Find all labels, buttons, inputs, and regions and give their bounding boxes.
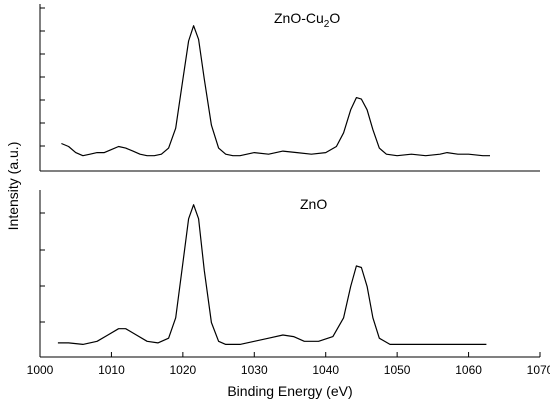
bottom-panel-spectrum-line <box>57 204 487 345</box>
x-tick-label: 1000 <box>27 363 54 377</box>
top-panel: ZnO-Cu2O <box>39 4 540 172</box>
x-axis-title: Binding Energy (eV) <box>227 383 352 399</box>
x-tick-label: 1060 <box>455 363 482 377</box>
bottom-panel: ZnO <box>39 190 540 358</box>
top-panel-title: ZnO-Cu2O <box>274 10 340 30</box>
x-tick-label: 1010 <box>98 363 125 377</box>
top-panel-y-ticks <box>40 7 45 147</box>
top-panel-title-sub: 2 <box>324 19 330 30</box>
x-tick-label: 1030 <box>241 363 268 377</box>
x-tick-label: 1070 <box>527 363 550 377</box>
x-tick-label: 1050 <box>384 363 411 377</box>
y-axis-title: Intensity (a.u.) <box>5 142 21 231</box>
top-panel-spectrum-line <box>61 25 490 157</box>
bottom-panel-title: ZnO <box>300 196 327 212</box>
top-panel-title-main: ZnO-Cu <box>274 10 324 26</box>
bottom-panel-y-ticks <box>40 212 45 323</box>
bottom-panel-title-main: ZnO <box>300 196 327 212</box>
x-tick-label: 1040 <box>312 363 339 377</box>
x-axis-ticks: 1000 1010 1020 1030 1040 1050 1060 1070 <box>27 352 550 377</box>
x-tick-label: 1020 <box>170 363 197 377</box>
top-panel-title-tail: O <box>329 10 340 26</box>
